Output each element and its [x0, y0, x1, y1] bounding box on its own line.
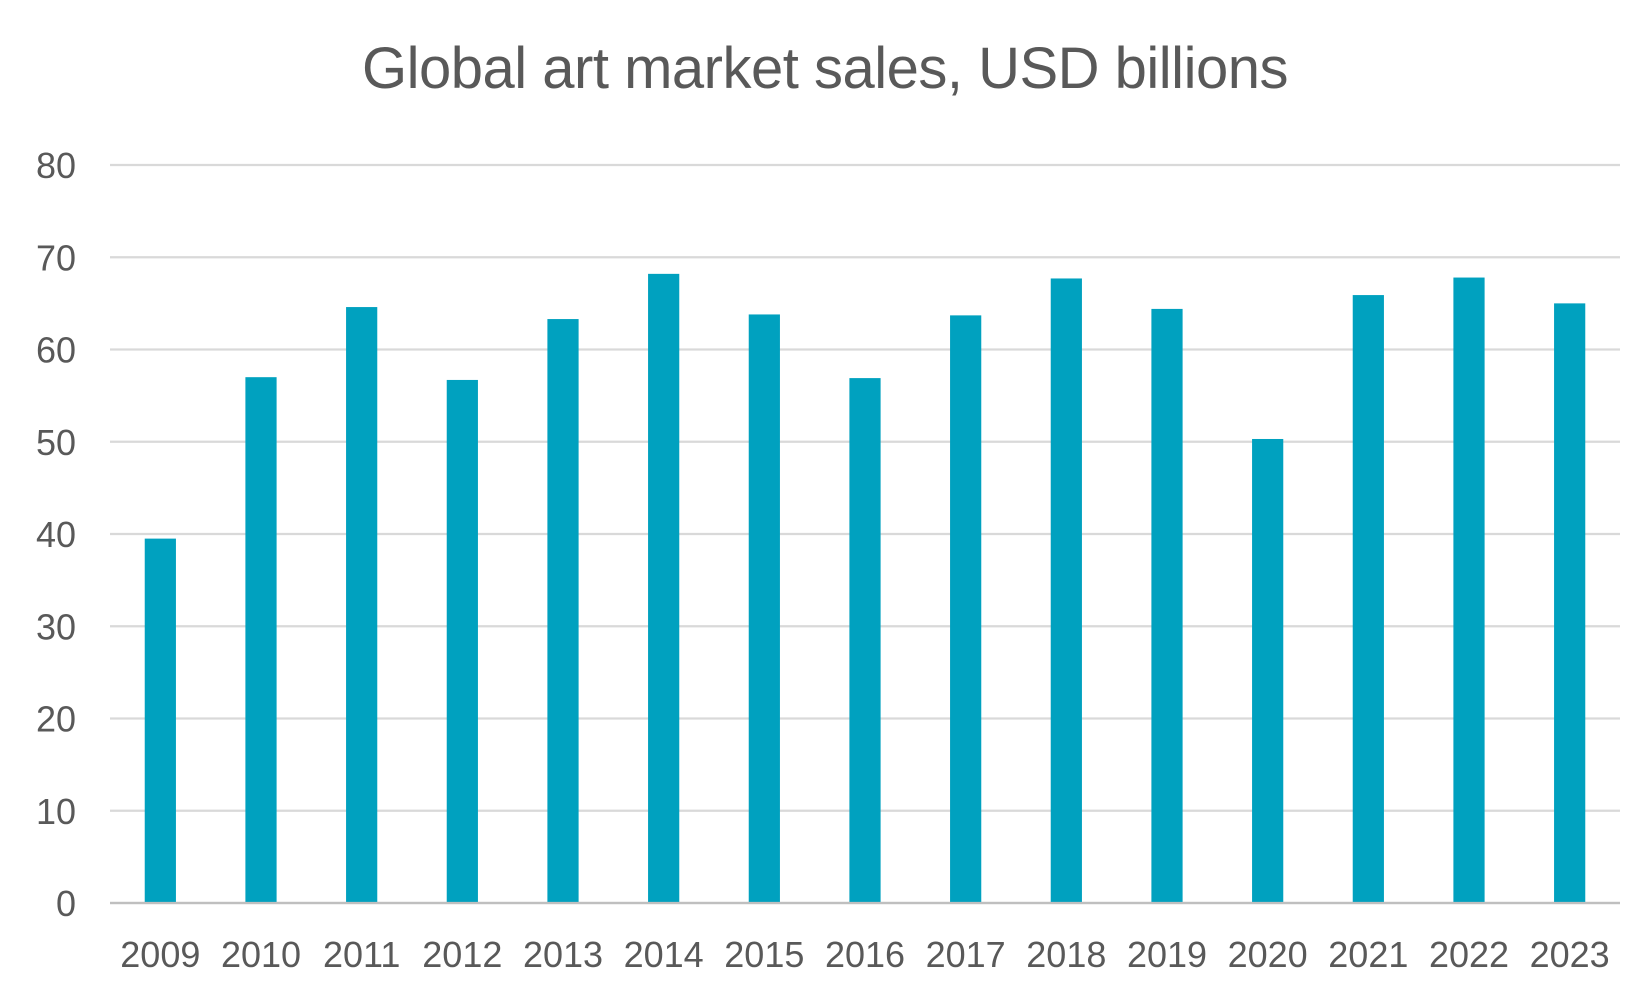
x-tick-label: 2014 — [624, 934, 704, 975]
x-tick-label: 2019 — [1127, 934, 1207, 975]
bar-2019 — [1151, 308, 1183, 903]
bar-2020 — [1252, 438, 1284, 903]
bar-2017 — [950, 315, 982, 903]
x-tick-label: 2022 — [1429, 934, 1509, 975]
x-tick-label: 2013 — [523, 934, 603, 975]
bar-2021 — [1352, 295, 1384, 903]
x-tick-label: 2009 — [120, 934, 200, 975]
y-tick-label: 80 — [36, 145, 76, 186]
bar-2009 — [144, 538, 176, 903]
x-tick-label: 2023 — [1530, 934, 1610, 975]
y-tick-label: 40 — [36, 514, 76, 555]
x-tick-label: 2020 — [1228, 934, 1308, 975]
bar-2016 — [849, 378, 881, 903]
chart-title: Global art market sales, USD billions — [362, 36, 1288, 101]
bar-2018 — [1050, 278, 1082, 903]
x-tick-label: 2017 — [926, 934, 1006, 975]
x-tick-label: 2016 — [825, 934, 905, 975]
y-tick-label: 10 — [36, 791, 76, 832]
x-tick-label: 2018 — [1026, 934, 1106, 975]
x-tick-label: 2012 — [422, 934, 502, 975]
y-tick-label: 20 — [36, 699, 76, 740]
bars — [110, 273, 1620, 905]
bar-2012 — [446, 379, 478, 903]
y-tick-label: 50 — [36, 422, 76, 463]
bar-2015 — [748, 314, 780, 903]
y-tick-label: 0 — [56, 883, 76, 924]
bar-2011 — [346, 307, 378, 903]
y-tick-label: 30 — [36, 606, 76, 647]
x-tick-label: 2021 — [1328, 934, 1408, 975]
y-tick-label: 70 — [36, 237, 76, 278]
bar-2013 — [547, 319, 579, 903]
bar-2023 — [1554, 303, 1586, 903]
x-axis-ticks: 2009 2010 2011 2012 2013 2014 2015 2016 2017 2018… — [120, 934, 1609, 975]
bar-2014 — [648, 273, 680, 904]
x-tick-label: 2011 — [323, 934, 400, 975]
y-axis-ticks: 0 10 20 30 40 50 60 70 80 — [36, 145, 76, 924]
bar-2022 — [1453, 277, 1485, 903]
x-tick-label: 2010 — [221, 934, 301, 975]
y-tick-label: 60 — [36, 330, 76, 371]
x-tick-label: 2015 — [724, 934, 804, 975]
bar-2010 — [245, 377, 277, 903]
